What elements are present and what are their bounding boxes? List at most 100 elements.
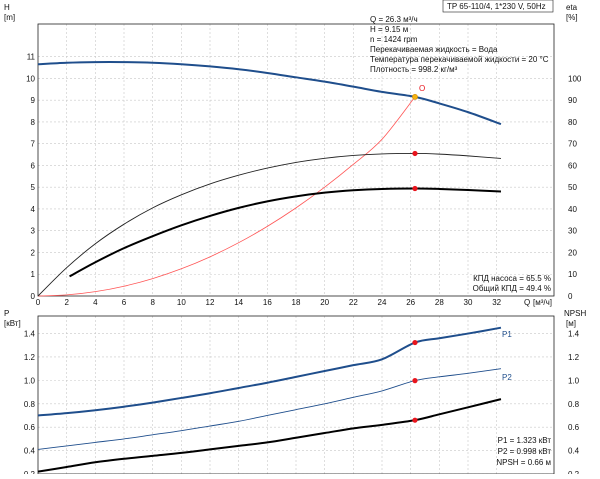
top-grid bbox=[38, 24, 554, 296]
eta-axis-label: eta bbox=[566, 3, 578, 12]
top-points bbox=[412, 93, 418, 192]
eta-tick-label: 40 bbox=[568, 205, 577, 214]
npsh-value-text: NPSH = 0.66 м bbox=[496, 458, 551, 467]
info-line-speed: n = 1424 rpm bbox=[370, 35, 418, 44]
eta-axis-unit: [%] bbox=[566, 13, 578, 22]
head-axis-unit: [m] bbox=[4, 13, 15, 22]
head-axis-label: H bbox=[4, 3, 10, 12]
total-efficiency-text: Общий КПД = 49.4 % bbox=[473, 284, 551, 293]
head-tick-label: 5 bbox=[31, 183, 36, 192]
bottom-tick-labels: 0.2 0.2 0.4 0.4 0.6 0.6 0.8 0.8 1.0 1.0 1.2 1.2 1.4 1… bbox=[24, 330, 580, 479]
head-tick-label: 7 bbox=[31, 140, 36, 149]
system-curve bbox=[37, 96, 416, 297]
power-axis-unit: [кВт] bbox=[4, 319, 21, 328]
x-tick-label: 24 bbox=[378, 298, 387, 307]
p1-series-label: P1 bbox=[502, 330, 512, 339]
x-tick-label: 2 bbox=[64, 298, 69, 307]
npsh-tick-label: 0.4 bbox=[568, 447, 580, 456]
power-tick-label: 1.4 bbox=[24, 330, 36, 339]
eta-tick-label: 30 bbox=[568, 227, 577, 236]
x-tick-label: 20 bbox=[320, 298, 329, 307]
bottom-series bbox=[37, 326, 502, 473]
x-tick-label: 4 bbox=[93, 298, 98, 307]
npsh-tick-label: 0.6 bbox=[568, 423, 580, 432]
info-line-density: Плотность = 998.2 кг/м³ bbox=[370, 65, 458, 74]
npsh-operating-point bbox=[412, 417, 418, 423]
head-tick-label: 9 bbox=[31, 96, 36, 105]
head-tick-label: 1 bbox=[31, 270, 36, 279]
pump-efficiency-text: КПД насоса = 65.5 % bbox=[473, 274, 551, 283]
operating-info-block: Q = 26.3 м³/ч H = 9.15 м n = 1424 rpm Пе… bbox=[370, 15, 549, 74]
efficiency-info-block: КПД насоса = 65.5 % Общий КПД = 49.4 % bbox=[473, 274, 551, 293]
x-tick-label: 16 bbox=[263, 298, 272, 307]
p2-curve bbox=[37, 368, 502, 450]
power-tick-label: 0.4 bbox=[24, 447, 36, 456]
power-axis-label: P bbox=[4, 309, 9, 318]
head-efficiency-chart: 0 2 4 6 8 10 12 14 16 18 20 22 24 26 28 30 3201234567891… bbox=[4, 0, 582, 307]
x-tick-label: 26 bbox=[406, 298, 415, 307]
eta-tick-label: 100 bbox=[568, 74, 582, 83]
total-efficiency-point bbox=[412, 185, 418, 192]
npsh-tick-label: 0.2 bbox=[568, 470, 580, 474]
info-line-liquid: Перекачиваемая жидкость = Вода bbox=[370, 45, 498, 54]
power-tick-label: 0.8 bbox=[24, 400, 36, 409]
npsh-axis-unit: [м] bbox=[566, 319, 576, 328]
head-tick-label: 8 bbox=[31, 118, 36, 127]
pump-model-box bbox=[442, 0, 554, 13]
npsh-tick-label: 1.0 bbox=[568, 376, 580, 385]
eta-tick-label: 10 bbox=[568, 270, 577, 279]
pump-efficiency-curve bbox=[37, 153, 502, 297]
npsh-curve bbox=[37, 398, 502, 473]
top-tick-labels: 0 2 4 6 8 10 12 14 16 18 20 22 24 26 28 30 3201234567891… bbox=[26, 53, 582, 307]
total-efficiency-curve bbox=[69, 187, 502, 278]
head-curve bbox=[37, 60, 502, 126]
head-tick-label: 2 bbox=[31, 248, 36, 257]
p1-operating-point bbox=[412, 339, 418, 346]
p1-value-text: P1 = 1.323 кВт bbox=[498, 436, 552, 445]
eta-tick-label: 20 bbox=[568, 248, 577, 257]
x-tick-label: 30 bbox=[464, 298, 473, 307]
power-tick-label: 1.0 bbox=[24, 376, 36, 385]
eta-tick-label: 60 bbox=[568, 161, 577, 170]
x-tick-label: 12 bbox=[206, 298, 215, 307]
eta-tick-label: 70 bbox=[568, 140, 577, 149]
npsh-tick-label: 1.2 bbox=[568, 353, 580, 362]
npsh-tick-label: 1.4 bbox=[568, 330, 580, 339]
flow-axis-unit: [м³/ч] bbox=[533, 298, 552, 307]
x-tick-label: 14 bbox=[234, 298, 243, 307]
bottom-points bbox=[412, 339, 418, 423]
x-tick-label: 0 bbox=[36, 298, 41, 307]
operating-point-label: O bbox=[419, 84, 425, 93]
top-plot-frame bbox=[37, 23, 555, 297]
info-line-flow: Q = 26.3 м³/ч bbox=[370, 15, 418, 24]
p1-curve bbox=[37, 326, 502, 417]
eta-tick-label: 80 bbox=[568, 118, 577, 127]
info-line-temperature: Температура перекачиваемой жидкости = 20… bbox=[370, 55, 549, 64]
head-tick-label: 3 bbox=[31, 227, 36, 236]
head-tick-label: 4 bbox=[31, 205, 36, 214]
eta-tick-label: 0 bbox=[568, 292, 573, 301]
npsh-tick-label: 0.8 bbox=[568, 400, 580, 409]
x-tick-label: 8 bbox=[150, 298, 155, 307]
x-tick-label: 10 bbox=[177, 298, 186, 307]
power-npsh-chart: 0.2 0.2 0.4 0.4 0.6 0.6 0.8 0.8 1.0 1.0 1.2 1.2 1.4 1… bbox=[4, 309, 586, 479]
power-tick-label: 0.2 bbox=[24, 470, 36, 474]
p2-operating-point bbox=[412, 378, 418, 384]
head-tick-label: 10 bbox=[26, 74, 35, 83]
eta-tick-label: 90 bbox=[568, 96, 577, 105]
x-tick-label: 22 bbox=[349, 298, 358, 307]
flow-axis-label: Q bbox=[524, 298, 530, 307]
operating-point-marker bbox=[412, 93, 418, 100]
x-tick-label: 6 bbox=[122, 298, 127, 307]
x-tick-label: 32 bbox=[492, 298, 501, 307]
power-tick-label: 0.6 bbox=[24, 423, 36, 432]
eta-tick-label: 50 bbox=[568, 183, 577, 192]
x-tick-label: 18 bbox=[292, 298, 301, 307]
npsh-axis-label: NPSH bbox=[564, 309, 586, 318]
power-info-block: P1 = 1.323 кВт P2 = 0.998 кВт NPSH = 0.6… bbox=[496, 436, 551, 467]
power-tick-label: 1.2 bbox=[24, 353, 36, 362]
p2-series-label: P2 bbox=[502, 373, 512, 382]
top-series bbox=[37, 60, 502, 297]
